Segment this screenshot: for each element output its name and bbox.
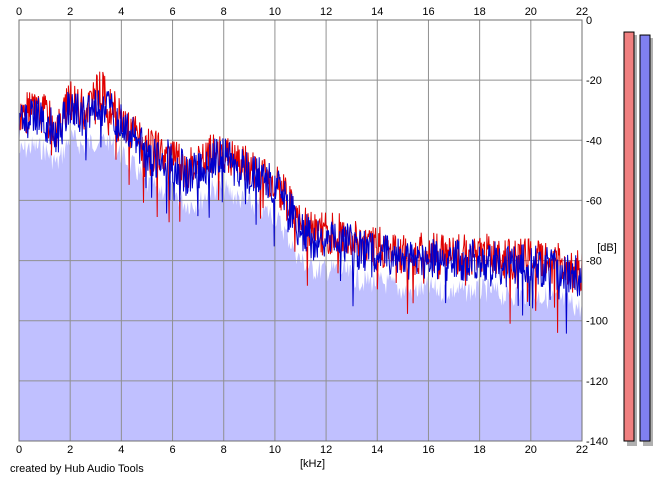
x-tick-label-top-6: 12 [320, 6, 332, 18]
x-tick-label-top-9: 18 [474, 6, 486, 18]
x-tick-label-top-11: 22 [576, 6, 588, 18]
x-tick-label-top-5: 10 [269, 6, 281, 18]
credit-text: created by Hub Audio Tools [10, 463, 144, 475]
x-tick-label-bottom-9: 18 [474, 444, 486, 456]
x-axis-label: [kHz] [300, 458, 325, 470]
x-tick-label-top-3: 6 [169, 6, 175, 18]
x-tick-label-bottom-4: 8 [221, 444, 227, 456]
series-line-1 [18, 90, 583, 334]
x-tick-label-bottom-1: 2 [67, 444, 73, 456]
x-tick-label-bottom-11: 22 [576, 444, 588, 456]
x-tick-label-bottom-5: 10 [269, 444, 281, 456]
y-tick-label-1: -20 [586, 75, 602, 87]
x-tick-label-top-10: 20 [525, 6, 537, 18]
plot-frame [18, 19, 583, 442]
y-tick-label-4: -80 [586, 256, 602, 268]
x-tick-label-bottom-10: 20 [525, 444, 537, 456]
x-tick-label-bottom-7: 14 [371, 444, 383, 456]
x-tick-label-bottom-6: 12 [320, 444, 332, 456]
level-meter-1 [639, 34, 651, 442]
x-tick-label-top-2: 4 [118, 6, 124, 18]
y-tick-label-7: -140 [586, 436, 608, 448]
y-tick-label-0: 0 [586, 15, 592, 27]
spectrum-fill-area [19, 128, 582, 442]
x-tick-label-bottom-2: 4 [118, 444, 124, 456]
y-tick-label-6: -120 [586, 376, 608, 388]
x-tick-label-top-1: 2 [67, 6, 73, 18]
y-tick-label-5: -100 [586, 316, 608, 328]
x-tick-label-top-0: 0 [16, 6, 22, 18]
level-meter-0 [623, 31, 635, 442]
series-line-0 [18, 71, 583, 333]
x-tick-label-bottom-0: 0 [16, 444, 22, 456]
x-tick-label-top-8: 16 [422, 6, 434, 18]
y-tick-label-2: -40 [586, 135, 602, 147]
y-tick-label-3: -60 [586, 195, 602, 207]
x-tick-label-top-4: 8 [221, 6, 227, 18]
y-axis-label: [dB] [597, 242, 617, 254]
x-tick-label-bottom-8: 16 [422, 444, 434, 456]
x-tick-label-bottom-3: 6 [169, 444, 175, 456]
x-tick-label-top-7: 14 [371, 6, 383, 18]
